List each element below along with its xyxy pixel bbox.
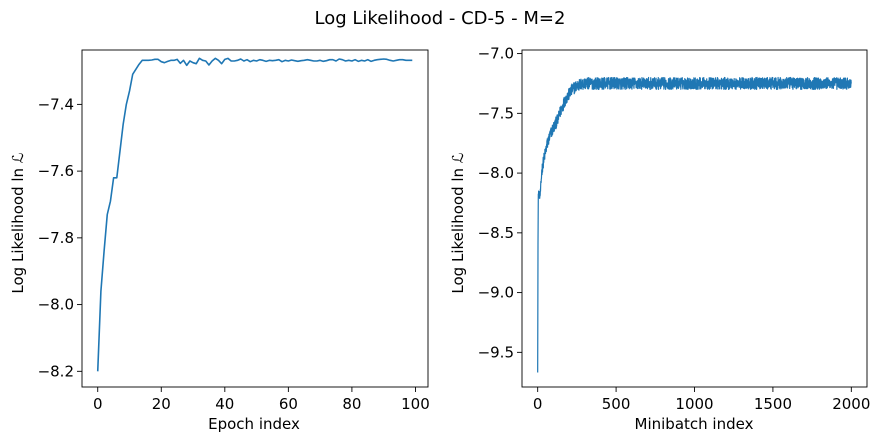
- x-tick-label-0-1: 20: [152, 395, 171, 413]
- chart-panel-minibatch: 0 500 1000 1500 2000 −9.5 −9.0 −8.5 −8.0 −7.5 −7.0…: [449, 45, 870, 433]
- y-tick-label-1-1: −9.0: [478, 284, 514, 302]
- series-line-1-0: [537, 76, 852, 373]
- y-tick-label-1-5: −7.0: [478, 45, 514, 63]
- x-tick-label-0-3: 60: [279, 395, 298, 413]
- y-tick-label-0-2: −7.8: [38, 229, 74, 247]
- y-tick-label-1-3: −8.0: [478, 164, 514, 182]
- figure-title: Log Likelihood - CD-5 - M=2: [315, 8, 566, 29]
- x-tick-label-1-4: 2000: [832, 395, 870, 413]
- epoch-y-axis-label: Log Likelihood ln ℒ: [9, 152, 27, 293]
- x-tick-label-0-2: 40: [215, 395, 234, 413]
- x-tick-label-0-4: 80: [342, 395, 361, 413]
- series-line-0-0: [96, 57, 413, 372]
- x-tick-label-1-1: 500: [602, 395, 631, 413]
- plot-frame-1: [521, 49, 868, 388]
- x-tick-label-1-3: 1500: [754, 395, 792, 413]
- x-tick-label-1-2: 1000: [675, 395, 713, 413]
- chart-panel-epoch: 0 20 40 60 80 100 −8.2 −8.0 −7.8 −7.6 −7.4 Epoch i…: [9, 49, 430, 433]
- y-tick-label-0-0: −8.2: [38, 362, 74, 380]
- y-tick-label-0-4: −7.4: [38, 95, 74, 113]
- epoch-x-axis-label: Epoch index: [208, 415, 300, 433]
- x-tick-label-0-0: 0: [93, 395, 103, 413]
- y-tick-label-1-4: −7.5: [478, 104, 514, 122]
- minibatch-x-axis-label: Minibatch index: [635, 415, 754, 433]
- x-tick-label-1-0: 0: [533, 395, 543, 413]
- y-tick-label-1-2: −8.5: [478, 224, 514, 242]
- y-tick-label-1-0: −9.5: [478, 343, 514, 361]
- plot-frame-0: [81, 49, 429, 388]
- x-tick-label-0-5: 100: [401, 395, 430, 413]
- minibatch-y-axis-label: Log Likelihood ln ℒ: [449, 152, 467, 293]
- y-tick-label-0-3: −7.6: [38, 162, 74, 180]
- y-tick-label-0-1: −8.0: [38, 296, 74, 314]
